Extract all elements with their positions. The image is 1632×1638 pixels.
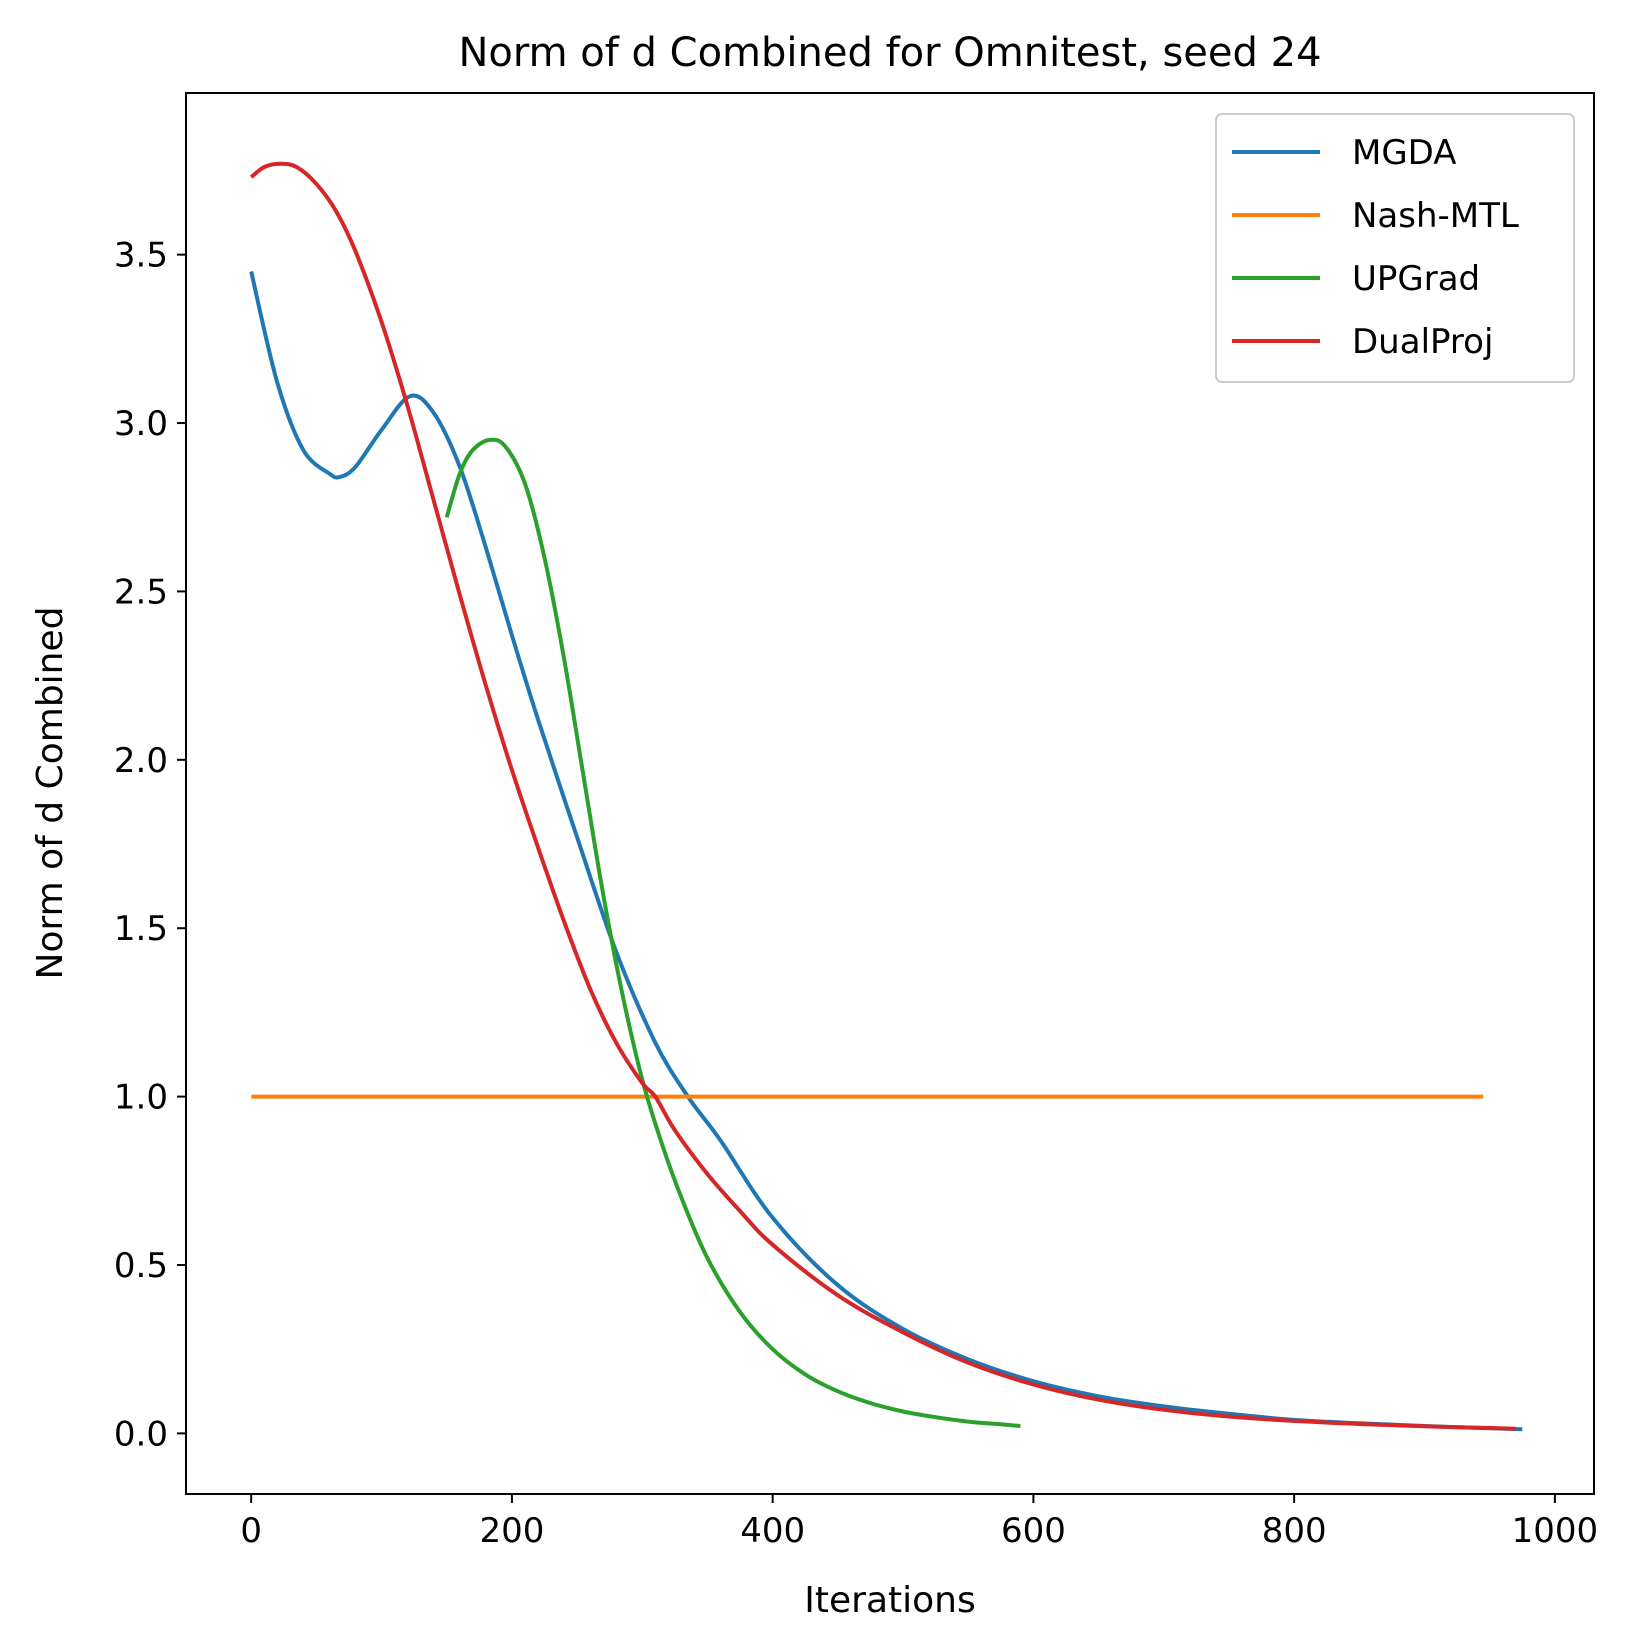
legend-label-nash-mtl: Nash-MTL (1352, 196, 1519, 236)
y-tick-label: 0.0 (114, 1414, 168, 1454)
y-tick-label: 1.5 (114, 909, 168, 949)
axis-ticks: 0 200 400 600 800 1000 0.0 0.5 1.0 1.5 2.0 2.5 3.0 3.… (114, 236, 1598, 1551)
x-tick-label: 1000 (1512, 1511, 1599, 1551)
chart-title: Norm of d Combined for Omnitest, seed 24 (458, 30, 1321, 76)
y-tick-label: 1.0 (114, 1078, 168, 1118)
y-tick-label: 3.0 (114, 404, 168, 444)
y-axis-label: Norm of d Combined (30, 607, 71, 980)
legend-label-upgrad: UPGrad (1352, 259, 1480, 299)
series-line-mgda (249, 271, 1523, 1432)
x-tick-label: 800 (1262, 1511, 1327, 1551)
x-tick-label: 0 (240, 1511, 262, 1551)
legend-box (1215, 113, 1575, 383)
legend: MGDA Nash-MTL UPGrad DualProj (1215, 113, 1575, 383)
y-tick-label: 3.5 (114, 236, 168, 276)
plot-series (249, 161, 1523, 1432)
y-tick-label: 0.5 (114, 1246, 168, 1286)
x-tick-label: 600 (1001, 1511, 1066, 1551)
x-tick-label: 200 (479, 1511, 544, 1551)
y-tick-label: 2.0 (114, 741, 168, 781)
series-line-upgrad (444, 437, 1021, 1428)
x-axis-label: Iterations (804, 1580, 975, 1621)
legend-label-dualproj: DualProj (1352, 322, 1493, 362)
x-tick-label: 400 (740, 1511, 805, 1551)
y-tick-label: 2.5 (114, 572, 168, 612)
legend-label-mgda: MGDA (1352, 133, 1457, 173)
plot-frame (185, 92, 1595, 1495)
series-line-dualproj (249, 161, 1516, 1431)
